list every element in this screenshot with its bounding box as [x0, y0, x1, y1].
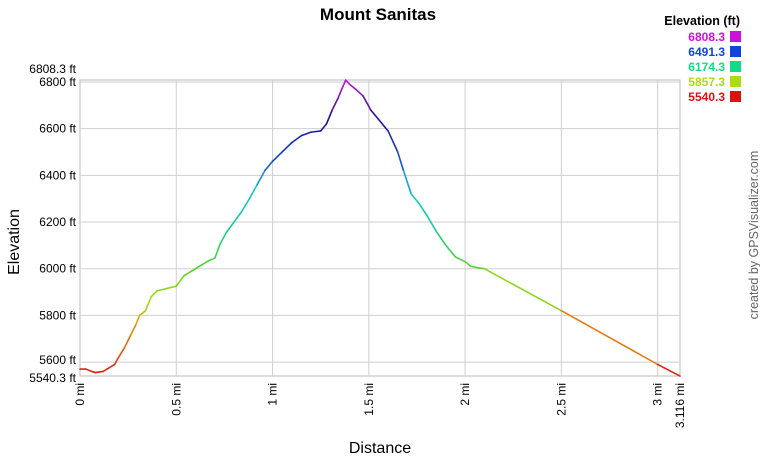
profile-segment: [165, 285, 178, 290]
profile-segment: [344, 79, 351, 86]
y-tick-label: 5600 ft: [39, 353, 76, 367]
profile-segment: [475, 266, 486, 270]
x-tick-label: 2 mi: [458, 383, 472, 406]
x-tick-label: 0 mi: [73, 383, 87, 406]
legend-item-label: 6808.3: [688, 30, 725, 44]
profile-segment: [435, 230, 447, 247]
legend-swatch: [730, 76, 741, 87]
legend-item-label: 6491.3: [688, 45, 725, 59]
x-tick-label: 1 mi: [266, 383, 280, 406]
profile-segment: [402, 169, 412, 195]
profile-segment: [138, 309, 147, 317]
legend-item-label: 5857.3: [688, 75, 725, 89]
y-gridlines: [80, 81, 680, 363]
legend-item-label: 6174.3: [688, 60, 725, 74]
profile-segment: [156, 287, 168, 292]
profile-segment: [387, 130, 399, 153]
legend-swatch: [730, 31, 741, 42]
profile-segment: [271, 151, 283, 163]
y-tick-label: 6000 ft: [39, 262, 76, 276]
profile-segment: [418, 202, 428, 216]
profile-segment: [240, 197, 251, 213]
profile-segment: [377, 118, 389, 132]
profile-segment: [135, 314, 141, 326]
profile-segment: [464, 260, 472, 268]
profile-segment: [94, 370, 104, 374]
profile-segment: [291, 134, 303, 144]
profile-segment: [225, 221, 235, 234]
profile-segment: [264, 160, 274, 172]
profile-segment: [410, 193, 420, 205]
profile-segment: [331, 97, 339, 111]
profile-segment: [454, 256, 466, 263]
profile-segment: [84, 368, 93, 373]
profile-segment: [233, 210, 243, 223]
profile-segment: [108, 363, 116, 369]
profile-segment: [445, 244, 457, 258]
y-tick-label: 5540.3 ft: [29, 371, 76, 385]
profile-segment: [129, 323, 137, 338]
profile-segment: [348, 83, 357, 90]
profile-segment: [281, 141, 293, 153]
profile-segment: [198, 259, 210, 268]
profile-segment: [325, 109, 334, 125]
x-tick-label: 0.5 mi: [169, 383, 183, 416]
profile-segment: [656, 363, 681, 377]
y-tick-label: 6800 ft: [39, 75, 76, 89]
profile-segment: [483, 267, 563, 312]
x-gridlines: [175, 80, 659, 376]
y-axis-label: Elevation: [6, 209, 23, 275]
profile-segment: [150, 290, 158, 298]
plot-frame: [79, 79, 681, 377]
profile-segment: [123, 335, 131, 349]
profile-segment: [337, 88, 343, 100]
x-tick-label: 3 mi: [651, 383, 665, 406]
profile-segment: [213, 242, 222, 259]
profile-segment: [470, 265, 478, 269]
profile-segment: [369, 109, 380, 121]
profile-segment: [310, 130, 322, 133]
profile-segment: [354, 88, 364, 97]
y-tick-label: 6600 ft: [39, 122, 76, 136]
x-tick-labels: 0 mi 0.5 mi 1 mi 1.5 mi 2 mi 2.5 mi 3 mi 3.116 …: [73, 383, 687, 428]
profile-segment: [256, 169, 266, 186]
y-tick-label: 5800 ft: [39, 308, 76, 322]
profile-segment: [396, 151, 405, 172]
x-tick-label: 2.5 mi: [554, 383, 568, 416]
profile-segment: [219, 231, 228, 244]
chart-title: Mount Sanitas: [320, 5, 436, 24]
y-tick-label: 6400 ft: [39, 168, 76, 182]
profile-segment: [175, 274, 185, 287]
x-tick-label: 3.116 mi: [673, 383, 687, 428]
elevation-profile: [79, 79, 681, 377]
profile-segment: [362, 95, 372, 111]
profile-segment: [102, 367, 110, 373]
profile-segment: [341, 79, 347, 90]
profile-segment: [319, 123, 328, 132]
y-tick-labels: 5540.3 ft 5600 ft 5800 ft 6000 ft 6200 ft 640…: [29, 62, 76, 385]
profile-segment: [208, 257, 216, 262]
y-tick-label: 6200 ft: [39, 215, 76, 229]
y-tick-label: 6808.3 ft: [29, 62, 76, 76]
legend-swatch: [730, 61, 741, 72]
profile-segment: [117, 347, 126, 359]
credit-text: created by GPSVisualizer.com: [747, 151, 760, 320]
profile-segment: [425, 214, 438, 233]
legend: Elevation (ft) 6808.36491.36174.35857.35…: [664, 14, 741, 104]
profile-segment: [113, 356, 120, 366]
legend-item-label: 5540.3: [688, 90, 725, 104]
legend-swatch: [730, 46, 741, 57]
legend-swatch: [730, 91, 741, 102]
legend-title: Elevation (ft): [664, 14, 740, 28]
profile-segment: [183, 270, 193, 277]
profile-segment: [190, 265, 201, 272]
x-axis-label: Distance: [349, 440, 411, 457]
profile-segment: [144, 295, 153, 312]
profile-segment: [248, 183, 258, 200]
profile-segment: [300, 131, 312, 137]
x-tick-label: 1.5 mi: [362, 383, 376, 416]
profile-segment: [560, 309, 659, 366]
